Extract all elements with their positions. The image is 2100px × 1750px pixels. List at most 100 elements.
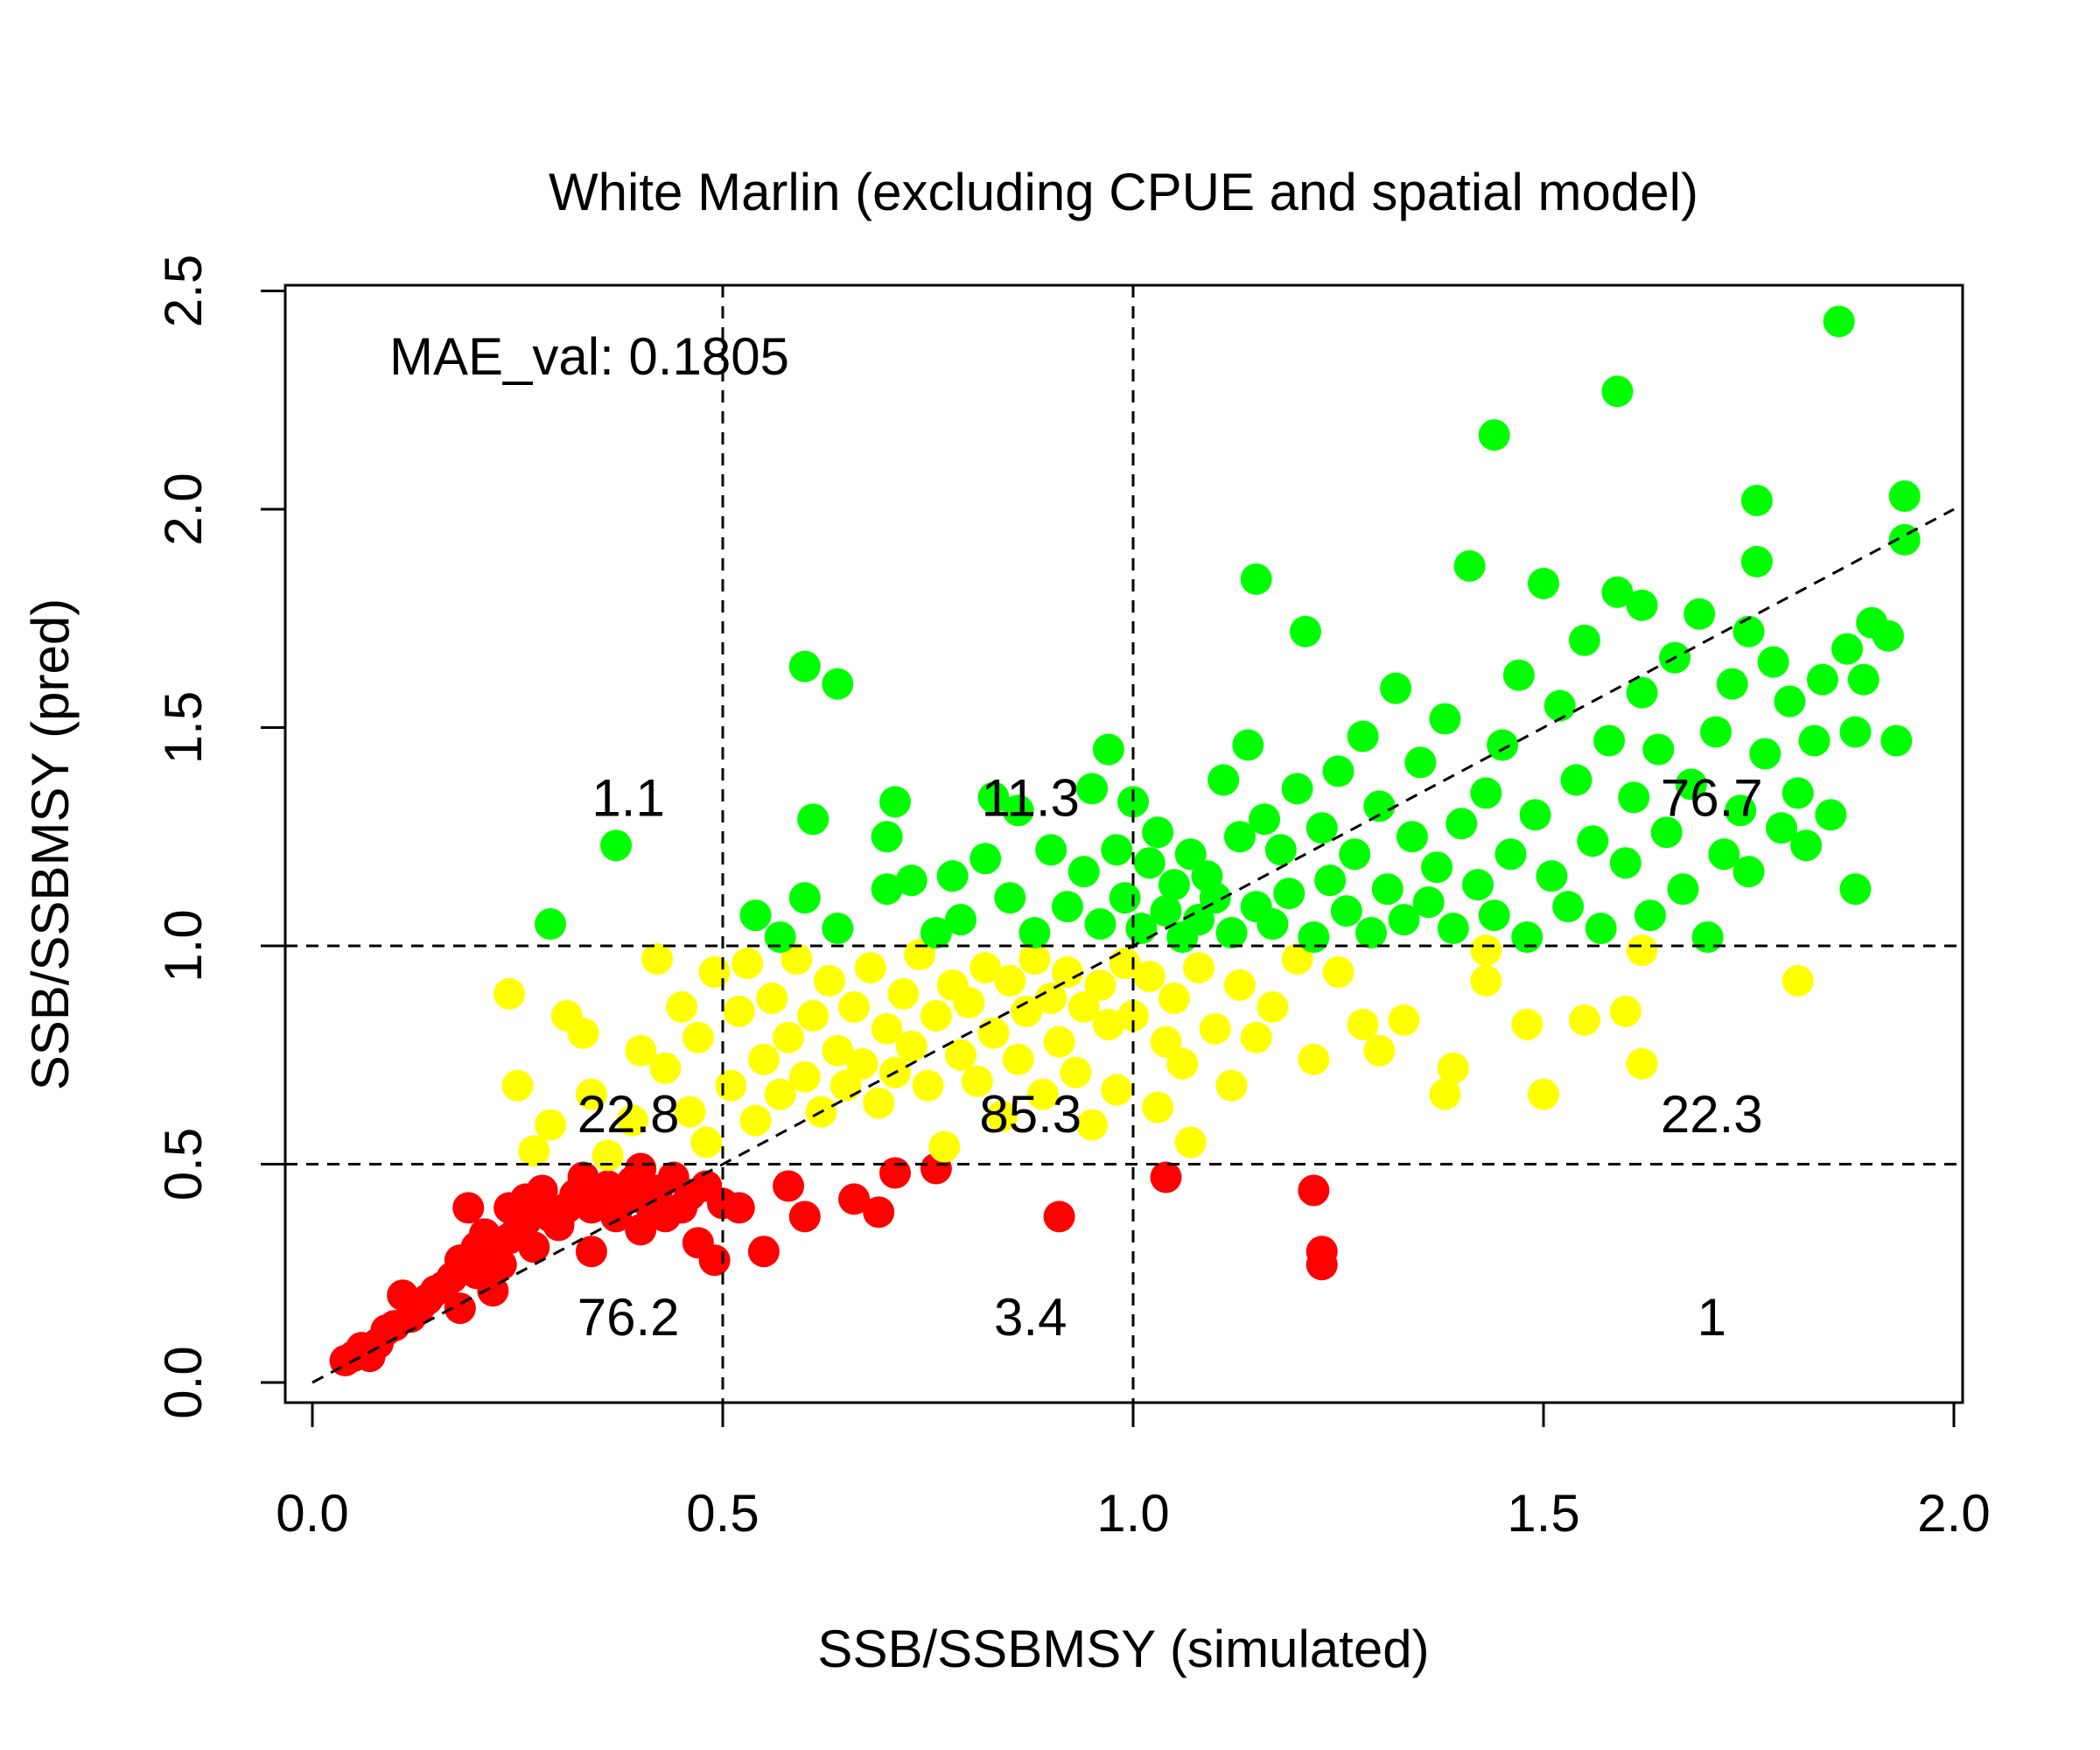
data-point-green bbox=[1609, 847, 1642, 879]
data-point-green bbox=[1421, 851, 1453, 884]
data-point-green bbox=[1634, 900, 1666, 932]
data-point-red bbox=[1150, 1161, 1182, 1194]
data-point-red bbox=[518, 1231, 550, 1264]
data-point-yellow bbox=[682, 1021, 714, 1054]
data-point-green bbox=[600, 830, 633, 862]
data-point-yellow bbox=[1142, 1091, 1174, 1124]
x-tick-label: 0.5 bbox=[686, 1484, 759, 1543]
data-point-yellow bbox=[575, 1078, 607, 1110]
y-tick-label: 2.0 bbox=[154, 472, 213, 545]
data-point-green bbox=[1215, 917, 1248, 949]
data-point-green bbox=[1740, 545, 1773, 578]
data-point-yellow bbox=[994, 964, 1026, 997]
data-point-yellow bbox=[1174, 1126, 1207, 1158]
data-point-green bbox=[1174, 838, 1207, 871]
cell-percentage-label: 22.8 bbox=[578, 1085, 680, 1144]
data-point-green bbox=[1511, 921, 1544, 954]
data-point-green bbox=[1388, 904, 1420, 936]
data-point-green bbox=[1740, 485, 1773, 517]
points-layer bbox=[329, 305, 1921, 1377]
data-point-green bbox=[1552, 891, 1585, 923]
data-point-yellow bbox=[1626, 1047, 1658, 1080]
data-point-green bbox=[1092, 733, 1124, 766]
data-point-green bbox=[1732, 856, 1765, 888]
data-point-green bbox=[920, 917, 952, 949]
data-point-yellow bbox=[1133, 960, 1166, 992]
data-point-yellow bbox=[970, 951, 1002, 984]
data-point-green bbox=[1872, 620, 1904, 652]
data-point-green bbox=[1806, 663, 1838, 696]
data-point-red bbox=[625, 1152, 657, 1185]
data-point-yellow bbox=[895, 1030, 928, 1062]
data-point-yellow bbox=[501, 1069, 534, 1102]
data-point-green bbox=[1076, 773, 1109, 805]
data-point-yellow bbox=[788, 1060, 821, 1093]
data-point-red bbox=[485, 1249, 517, 1281]
data-point-yellow bbox=[1051, 956, 1083, 988]
data-point-yellow bbox=[1117, 999, 1149, 1032]
data-point-green bbox=[1585, 913, 1617, 945]
data-point-green bbox=[1732, 615, 1765, 648]
data-point-green bbox=[1880, 724, 1913, 757]
y-tick-label: 0.0 bbox=[154, 1346, 213, 1418]
chart-title: White Marlin (excluding CPUE and spatial… bbox=[549, 163, 1698, 221]
data-point-green bbox=[895, 864, 928, 897]
data-point-green bbox=[1642, 733, 1675, 766]
data-point-green bbox=[535, 908, 567, 941]
data-point-green bbox=[1478, 419, 1510, 452]
data-point-yellow bbox=[756, 982, 788, 1014]
data-point-green bbox=[1757, 646, 1789, 678]
data-point-green bbox=[1815, 799, 1847, 831]
data-point-red bbox=[773, 1170, 805, 1202]
data-point-green bbox=[1158, 869, 1190, 901]
data-point-green bbox=[1790, 830, 1823, 862]
data-point-green bbox=[1289, 615, 1321, 648]
x-tick-label: 1.5 bbox=[1507, 1484, 1579, 1543]
data-point-yellow bbox=[1388, 1004, 1420, 1036]
data-point-yellow bbox=[1223, 969, 1256, 1001]
data-point-yellow bbox=[854, 951, 886, 984]
data-point-green bbox=[1684, 598, 1716, 630]
data-point-red bbox=[526, 1174, 558, 1207]
data-point-yellow bbox=[1101, 1074, 1133, 1106]
data-point-yellow bbox=[1026, 1078, 1059, 1110]
data-point-green bbox=[1831, 633, 1864, 665]
data-point-green bbox=[788, 882, 821, 914]
data-point-green bbox=[1568, 624, 1600, 656]
data-point-yellow bbox=[1092, 1008, 1124, 1040]
data-point-yellow bbox=[1256, 990, 1289, 1023]
data-point-yellow bbox=[977, 1017, 1010, 1049]
data-point-green bbox=[1306, 812, 1338, 844]
data-point-green bbox=[1478, 900, 1510, 932]
data-point-yellow bbox=[953, 986, 985, 1018]
data-point-green bbox=[1281, 773, 1313, 805]
data-point-yellow bbox=[1084, 969, 1116, 1001]
data-point-yellow bbox=[690, 1126, 723, 1158]
data-point-yellow bbox=[797, 999, 830, 1032]
data-point-yellow bbox=[1470, 964, 1502, 997]
data-point-green bbox=[1314, 864, 1347, 897]
data-point-green bbox=[1626, 589, 1658, 621]
data-point-yellow bbox=[1609, 995, 1642, 1027]
data-point-green bbox=[1888, 480, 1921, 513]
data-point-green bbox=[1371, 873, 1404, 906]
data-point-yellow bbox=[871, 1012, 903, 1045]
data-point-green bbox=[1412, 886, 1445, 919]
data-point-yellow bbox=[846, 1047, 878, 1080]
data-point-yellow bbox=[1437, 1052, 1469, 1084]
data-point-yellow bbox=[1470, 934, 1502, 966]
data-point-yellow bbox=[1183, 951, 1215, 984]
data-point-green bbox=[1839, 873, 1872, 906]
cell-percentage-label: 85.3 bbox=[979, 1085, 1082, 1144]
data-point-green bbox=[1068, 856, 1100, 888]
data-point-yellow bbox=[1281, 942, 1313, 975]
data-point-red bbox=[1043, 1200, 1075, 1233]
data-point-green bbox=[1002, 794, 1034, 827]
data-point-green bbox=[1273, 878, 1306, 910]
data-point-green bbox=[1798, 724, 1830, 757]
y-tick-label: 2.5 bbox=[154, 255, 213, 327]
data-point-yellow bbox=[715, 1069, 747, 1102]
data-point-green bbox=[1699, 716, 1732, 748]
data-point-green bbox=[1437, 913, 1469, 945]
data-point-green bbox=[1487, 729, 1519, 761]
